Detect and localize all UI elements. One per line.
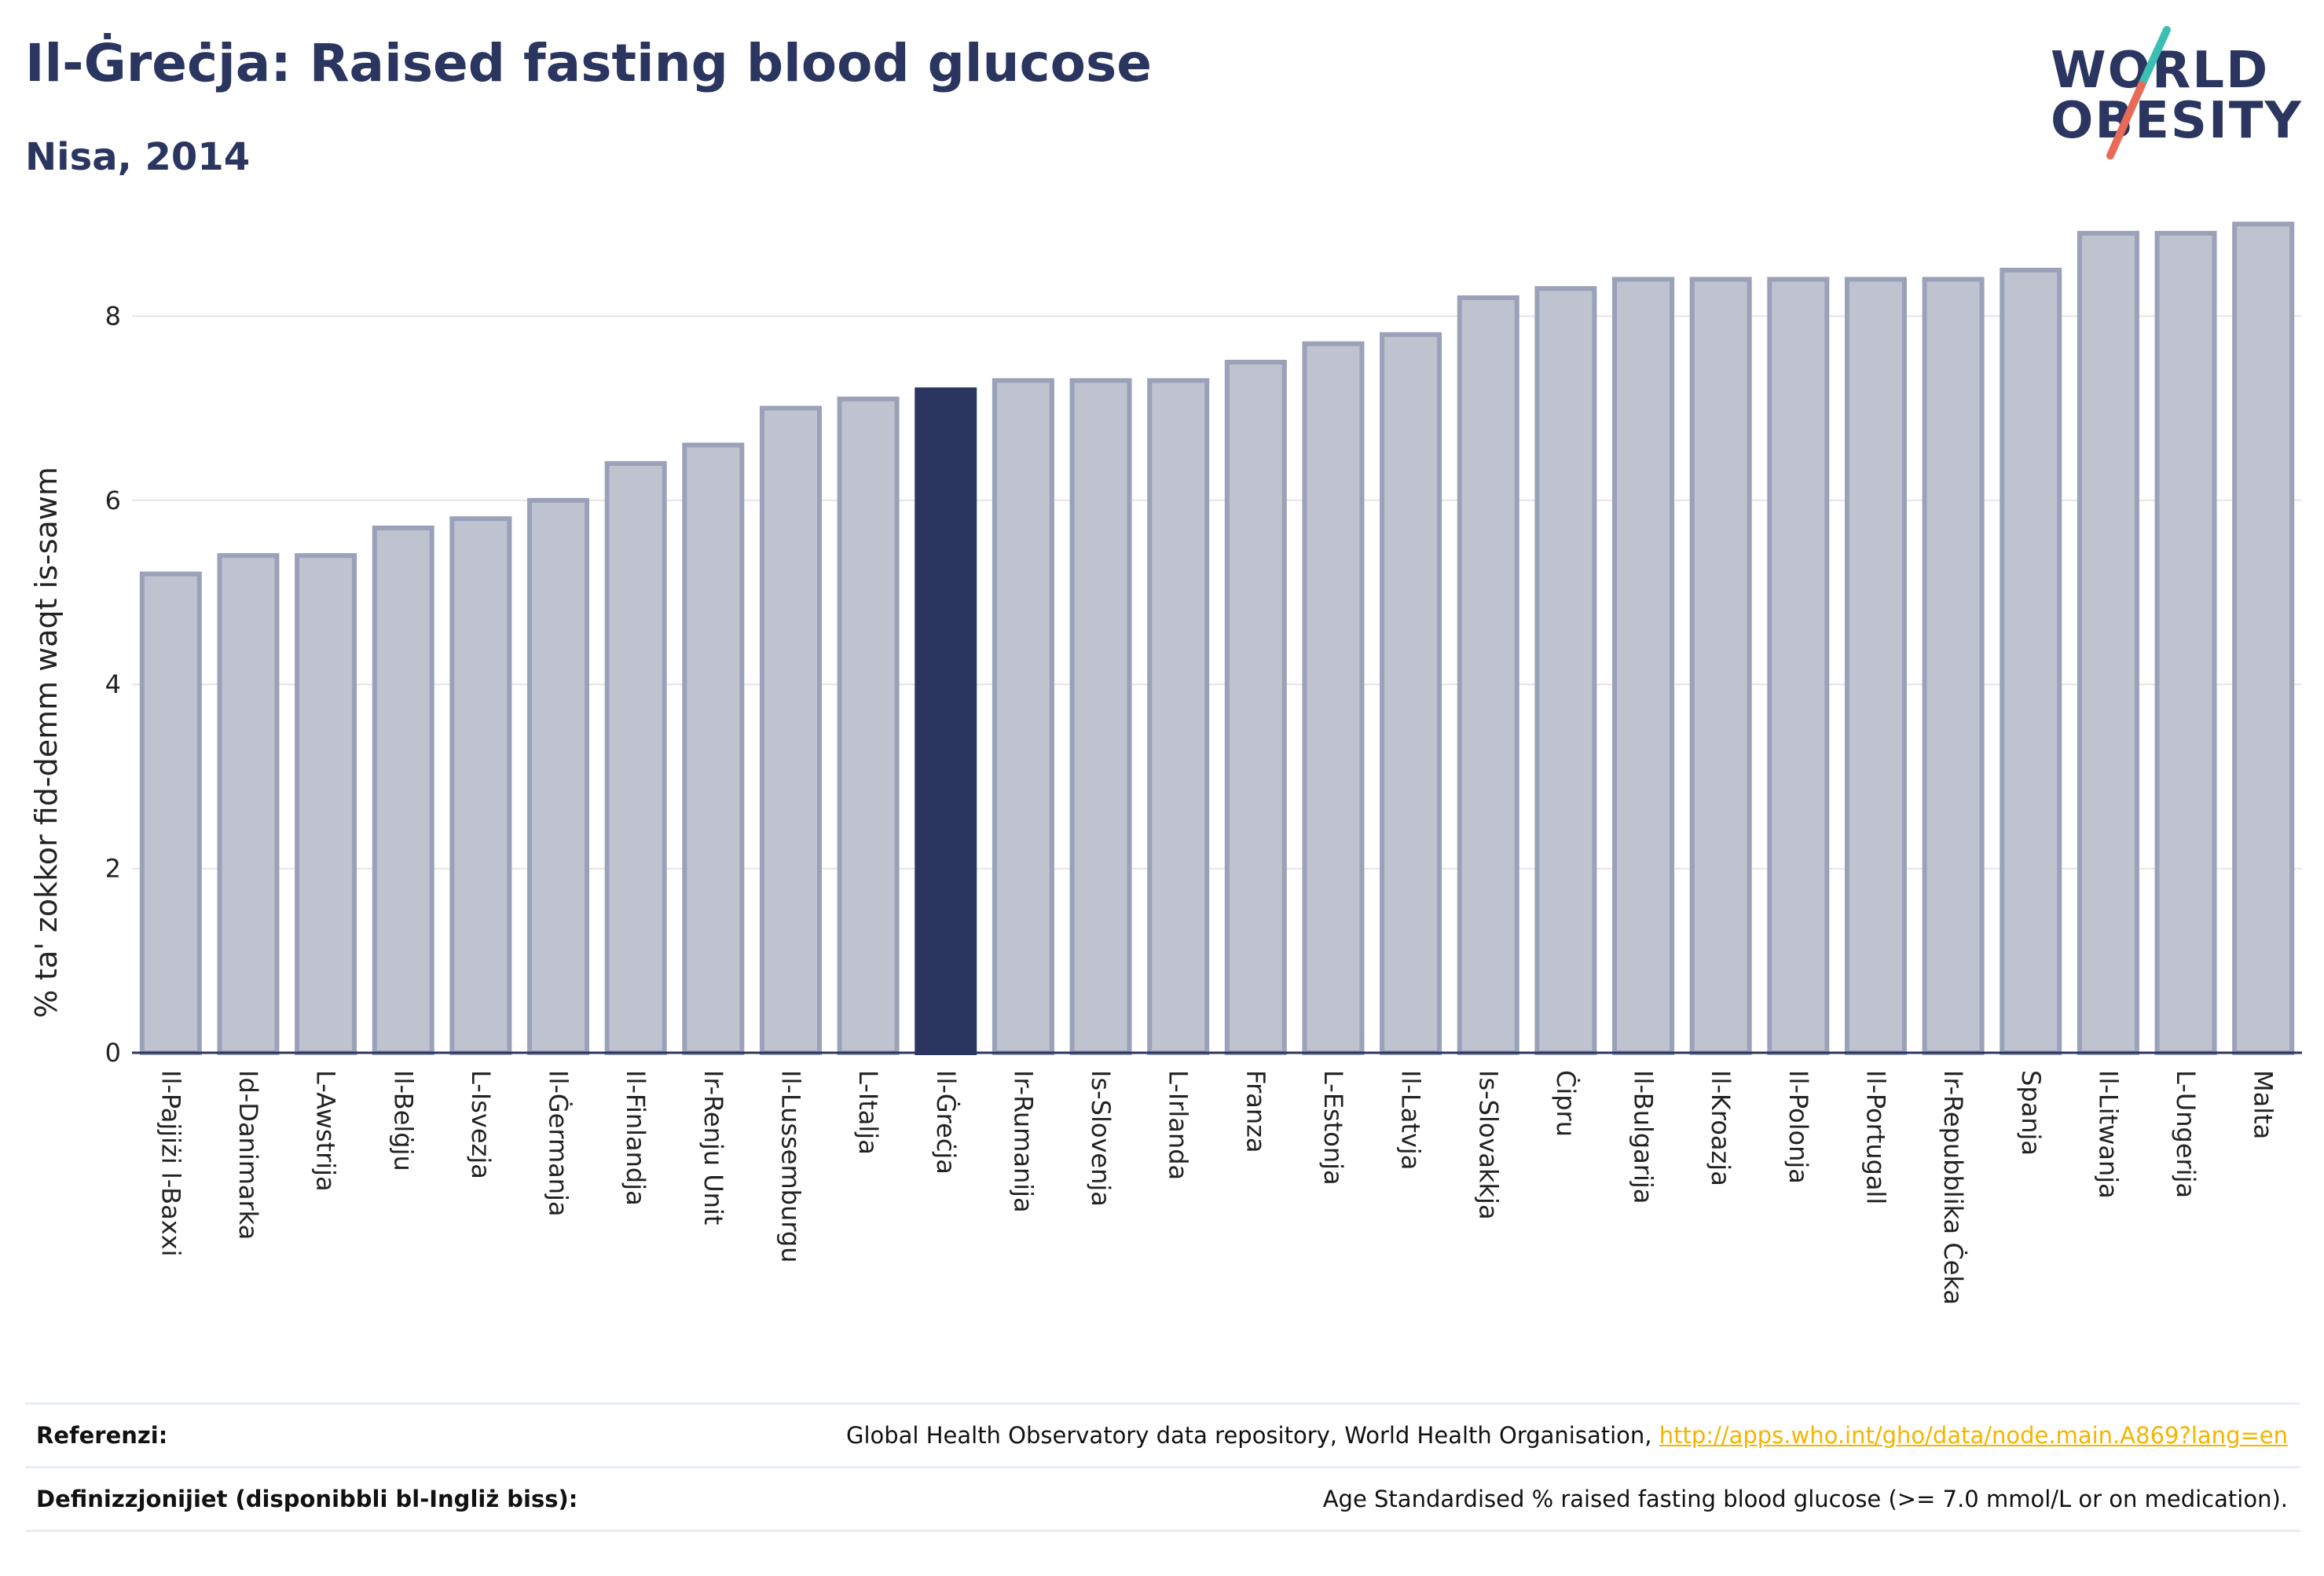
y-tick-label: 0 [105, 1038, 121, 1068]
bar [1612, 277, 1675, 1055]
bar [2232, 222, 2295, 1056]
x-tick-label: Il-Litwanja [2093, 1070, 2123, 1199]
bar [449, 516, 512, 1056]
x-tick-label: Franza [1241, 1070, 1270, 1153]
bar [2077, 230, 2139, 1056]
x-tick-label: Il-Latvja [1396, 1070, 1426, 1170]
bar [1922, 277, 1985, 1055]
bar [1380, 332, 1442, 1055]
definitions-label: Definizzjonijiet (disponibbli bl-Ingliż … [36, 1486, 578, 1512]
y-tick-label: 6 [105, 486, 121, 515]
y-tick-label: 4 [105, 669, 121, 699]
bar [1689, 277, 1752, 1055]
bar [837, 396, 900, 1055]
bar-chart: 0 2 4 6 8 Il-Pajjiżi l-Baxxi Id-Danimarka L-Aw… [29, 222, 2302, 1305]
category-labels: Il-Pajjiżi l-Baxxi Id-Danimarka L-Awstrija… [156, 1070, 2278, 1305]
references-text: Global Health Observatory data repositor… [845, 1422, 1659, 1449]
bar [1534, 286, 1597, 1056]
bar [2154, 230, 2217, 1056]
x-tick-label: L-Ungerija [2171, 1070, 2201, 1198]
definitions-row: Definizzjonijiet (disponibbli bl-Ingliż … [25, 1468, 2300, 1532]
y-tick-label: 8 [105, 301, 121, 331]
x-tick-label: Il-Pajjiżi l-Baxxi [156, 1070, 185, 1257]
bar [2000, 267, 2062, 1056]
y-axis-label: % ta' zokkor fid-demm waqt is-sawm [29, 467, 64, 1018]
bar [1224, 359, 1287, 1056]
bar [1302, 341, 1365, 1056]
x-tick-label: Il-Finlandja [621, 1070, 651, 1206]
x-tick-label: Il-Belġju [388, 1070, 418, 1171]
x-tick-label: L-Irlanda [1164, 1070, 1193, 1180]
world-obesity-logo[interactable]: WORLD OBESITY [2051, 24, 2310, 165]
bar [527, 497, 590, 1056]
x-tick-label: Ir-Repubblika Ċeka [1938, 1070, 1968, 1305]
x-tick-label: Ir-Renju Unit [698, 1070, 728, 1225]
references-row: Referenzi: Global Health Observatory dat… [25, 1405, 2300, 1468]
x-tick-label: Malta [2249, 1070, 2278, 1139]
x-tick-label: L-Awstrija [311, 1070, 341, 1192]
x-tick-label: Il-Lussemburgu [775, 1070, 805, 1263]
references-link[interactable]: http://apps.who.int/gho/data/node.main.A… [1659, 1422, 2288, 1449]
chart-subtitle: Nisa, 2014 [25, 135, 251, 179]
x-tick-label: L-Estonja [1318, 1070, 1348, 1186]
bar [217, 553, 280, 1055]
bar [992, 378, 1054, 1055]
x-tick-label: Spanja [2016, 1070, 2046, 1156]
logo-line-2: OBESITY [2051, 92, 2303, 150]
x-tick-label: L-Italja [853, 1070, 883, 1155]
x-tick-label: Il-Bulgarija [1629, 1070, 1659, 1204]
bar [372, 525, 434, 1055]
x-tick-label: Id-Danimarka [233, 1070, 263, 1240]
x-tick-label: Il-Portugall [1860, 1070, 1890, 1204]
x-tick-label: Ir-Rumanija [1008, 1070, 1038, 1213]
bar [604, 460, 667, 1056]
bar [1069, 378, 1132, 1055]
bar [1844, 277, 1907, 1055]
x-tick-label: Il-Kroazja [1706, 1070, 1736, 1186]
bar [1147, 378, 1210, 1055]
x-tick-label: Il-Polonja [1783, 1070, 1813, 1184]
axes: 0 2 4 6 8 [105, 301, 2302, 1068]
x-tick-label: Ċipru [1551, 1070, 1581, 1137]
definitions-value: Age Standardised % raised fasting blood … [1322, 1486, 2288, 1512]
x-tick-label: Il-Ġermanja [544, 1070, 574, 1217]
references-value: Global Health Observatory data repositor… [846, 1422, 2300, 1449]
chart-title: Il-Ġreċja: Raised fasting blood glucose [25, 33, 1153, 93]
bar [682, 442, 745, 1055]
bar-highlight [915, 387, 977, 1055]
x-tick-label: Is-Slovakkja [1473, 1070, 1503, 1220]
bars [139, 222, 2295, 1056]
x-tick-label: Is-Slovenja [1086, 1070, 1116, 1207]
logo-slash-icon [2106, 26, 2171, 159]
bar [295, 553, 357, 1055]
x-tick-label: L-Isvezja [466, 1070, 496, 1179]
references-label: Referenzi: [36, 1422, 168, 1449]
bar [759, 405, 822, 1055]
x-tick-label: Il-Ġreċja [931, 1070, 961, 1175]
bar [139, 571, 202, 1055]
chart-footer: Referenzi: Global Health Observatory dat… [25, 1402, 2300, 1532]
bar [1767, 277, 1830, 1055]
bar [1457, 295, 1519, 1055]
y-tick-label: 2 [105, 854, 121, 884]
